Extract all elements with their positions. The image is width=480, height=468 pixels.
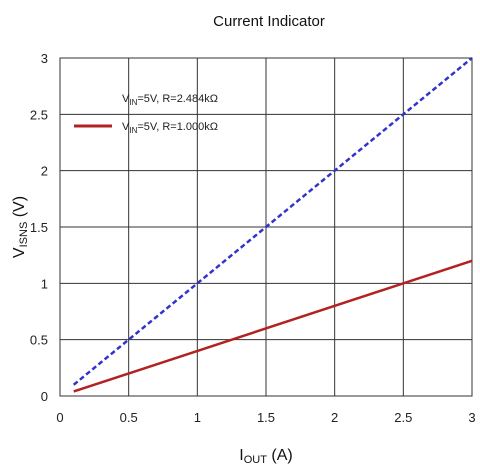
x-tick-label: 0.5	[120, 410, 138, 425]
plot-frame	[59, 57, 473, 397]
x-tick-label: 0	[56, 410, 63, 425]
x-tick-label: 2.5	[394, 410, 412, 425]
series-line-2	[73, 259, 473, 393]
y-tick-label: 3	[41, 51, 48, 66]
y-tick-label: 2	[41, 164, 48, 179]
y-axis-label: VISNS (V)	[11, 196, 30, 258]
y-tick-label: 0	[41, 389, 48, 404]
legend-label-series-1: VIN=5V, R=2.484kΩ	[122, 93, 218, 107]
series-lines	[72, 57, 473, 393]
x-tick-labels: 0 0.5 1 1.5 2 2.5 3	[56, 410, 475, 425]
series-line-1	[72, 57, 473, 386]
legend-label-series-2: VIN=5V, R=1.000kΩ	[122, 121, 218, 135]
x-axis-label: IOUT (A)	[239, 447, 292, 466]
x-tick-label: 1.5	[257, 410, 275, 425]
y-tick-label: 0.5	[30, 333, 48, 348]
legend: VIN=5V, R=2.484kΩ VIN=5V, R=1.000kΩ	[74, 93, 218, 135]
y-tick-labels: 0 0.5 1 1.5 2 2.5 3	[30, 51, 48, 404]
y-tick-label: 1	[41, 276, 48, 291]
y-tick-label: 1.5	[30, 220, 48, 235]
y-tick-label: 2.5	[30, 107, 48, 122]
chart-title: Current Indicator	[213, 13, 325, 30]
x-tick-label: 3	[468, 410, 475, 425]
x-tick-label: 2	[331, 410, 338, 425]
x-tick-label: 1	[194, 410, 201, 425]
